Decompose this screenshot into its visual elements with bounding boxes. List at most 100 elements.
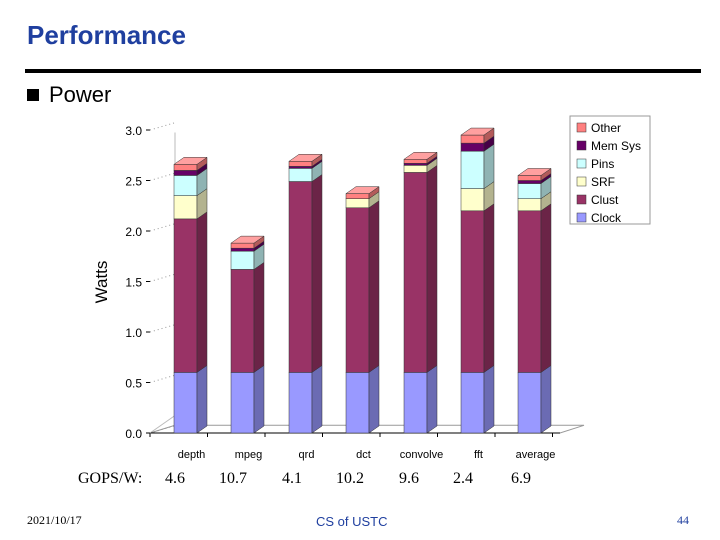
bar-side-fft-clock (483, 364, 495, 434)
footer-date: 2021/10/17 (27, 513, 82, 527)
bar-side-convolve-clust (426, 164, 438, 373)
bar-depth-mem-sys (173, 170, 198, 176)
bar-side-dct-clust (368, 200, 380, 373)
bar-depth-clust (173, 218, 198, 373)
bar-fft-other (460, 134, 485, 144)
bar-average-clock (517, 372, 542, 434)
bar-side-qrd-clust (311, 174, 323, 373)
gridline-dots (149, 223, 175, 232)
gridline-dots (149, 122, 175, 131)
bar-mpeg-pins (230, 250, 255, 270)
bar-convolve-other (403, 159, 428, 164)
bar-dct-other (345, 193, 370, 199)
bullet-square-icon (27, 89, 39, 101)
bar-top-convolve (403, 152, 438, 160)
gridline-dots (149, 274, 175, 282)
bar-side-convolve-clock (426, 364, 438, 434)
legend-label-clock: Clock (591, 211, 622, 225)
bar-mpeg-clock (230, 372, 255, 434)
bar-convolve-clust (403, 172, 428, 373)
bar-side-fft-clust (483, 203, 495, 373)
page-number: 44 (677, 513, 689, 527)
x-tick-label-mpeg: mpeg (235, 449, 263, 461)
y-tick-label: 0.5 (125, 377, 142, 391)
bar-side-depth-clust (196, 211, 208, 373)
legend-swatch-clock (576, 212, 587, 223)
y-tick-label: 1.5 (125, 276, 142, 290)
bar-mpeg-clust (230, 269, 255, 373)
bar-top-dct (345, 186, 380, 194)
bar-fft-clock (460, 372, 485, 434)
legend-swatch-mem-sys (576, 140, 587, 151)
legend-swatch-srf (576, 176, 587, 187)
bar-average-srf (517, 198, 542, 212)
bar-fft-clust (460, 210, 485, 373)
bar-side-mpeg-clust (253, 261, 265, 373)
bar-mpeg-mem-sys (230, 247, 255, 252)
gridline-dots (149, 425, 175, 434)
bar-fft-srf (460, 188, 485, 212)
bar-top-qrd (288, 154, 323, 162)
bar-average-clust (517, 210, 542, 373)
gops-label: GOPS/W: (78, 470, 143, 487)
bar-qrd-clock (288, 372, 313, 434)
bar-top-mpeg (230, 235, 265, 244)
legend-swatch-clust (576, 194, 587, 205)
footer-center-text: CS of USTC (316, 514, 388, 529)
bar-side-qrd-clock (311, 364, 323, 434)
bar-average-pins (517, 183, 542, 199)
bar-top-average (517, 168, 552, 176)
bar-mpeg-other (230, 242, 255, 249)
gops-value-fft: 2.4 (453, 470, 473, 487)
x-tick-label-convolve: convolve (400, 449, 443, 461)
side-wall (149, 132, 176, 434)
bar-qrd-clust (288, 181, 313, 373)
y-axis-label: Watts (92, 261, 111, 304)
gops-value-dct: 10.2 (336, 470, 364, 487)
bar-fft-mem-sys (460, 142, 485, 152)
gops-value-convolve: 9.6 (399, 470, 419, 487)
legend-label-pins: Pins (591, 157, 614, 171)
legend-label-srf: SRF (591, 175, 615, 189)
legend-label-other: Other (591, 121, 621, 135)
bar-top-fft (460, 127, 495, 136)
bar-average-mem-sys (517, 180, 542, 184)
bar-qrd-mem-sys (288, 166, 313, 169)
bar-qrd-pins (288, 168, 313, 182)
gops-value-average: 6.9 (511, 470, 531, 487)
legend-swatch-other (576, 122, 587, 133)
title-underline (25, 69, 701, 73)
y-tick-label: 2.5 (125, 175, 142, 189)
y-tick-label: 3.0 (125, 124, 142, 138)
x-tick-label-dct: dct (356, 449, 371, 461)
bar-top-depth (173, 157, 208, 165)
bar-side-average-clock (540, 364, 552, 434)
bar-side-fft-pins (483, 143, 495, 190)
gridline-dots (149, 324, 175, 333)
x-tick-label-average: average (516, 449, 556, 461)
legend-swatch-pins (576, 158, 587, 169)
bar-convolve-srf (403, 165, 428, 173)
bar-convolve-clock (403, 372, 428, 434)
bar-side-dct-clock (368, 364, 380, 434)
bar-depth-other (173, 164, 198, 171)
x-tick-label-fft: fft (474, 449, 483, 461)
y-tick-label: 1.0 (125, 326, 142, 340)
x-tick-label-depth: depth (178, 449, 206, 461)
bar-side-depth-clock (196, 364, 208, 434)
gops-value-mpeg: 10.7 (219, 470, 247, 487)
bar-side-average-clust (540, 203, 552, 373)
bar-fft-pins (460, 150, 485, 189)
legend-label-clust: Clust (591, 193, 619, 207)
y-tick-label: 0.0 (125, 427, 142, 441)
gops-value-qrd: 4.1 (282, 470, 302, 487)
y-tick-label: 2.0 (125, 225, 142, 239)
bar-dct-srf (345, 198, 370, 209)
bar-depth-srf (173, 195, 198, 220)
bullet-item: Power (27, 82, 111, 108)
legend-label-mem-sys: Mem Sys (591, 139, 641, 153)
slide-title: Performance (27, 20, 186, 50)
gops-value-depth: 4.6 (165, 470, 185, 487)
bar-average-other (517, 175, 542, 181)
